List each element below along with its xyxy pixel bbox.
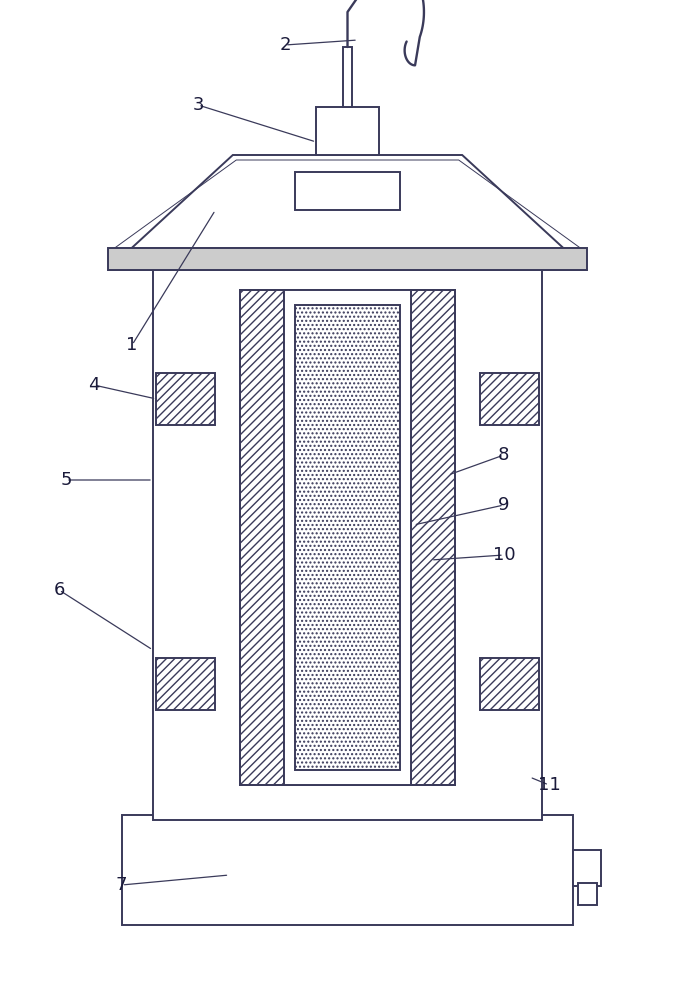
Text: 4: 4 [88,376,99,394]
Text: 2: 2 [279,36,291,54]
Bar [480,658,539,710]
Bar [153,270,542,820]
Text: 5: 5 [60,471,72,489]
Bar [295,172,400,210]
Bar [108,248,587,270]
Text: 9: 9 [498,496,509,514]
Text: 6: 6 [54,581,65,599]
Bar [480,373,539,425]
Bar [240,290,284,785]
Bar [316,107,379,155]
Bar [156,373,215,425]
Bar [284,290,411,785]
Bar [343,47,352,107]
Bar [156,658,215,710]
Text: 1: 1 [126,336,138,354]
Text: 7: 7 [116,876,127,894]
Text: 10: 10 [493,546,515,564]
Bar [295,305,400,770]
Bar [578,883,597,905]
Bar [122,815,573,925]
Bar [411,290,455,785]
Text: 11: 11 [538,776,560,794]
Bar [240,290,455,785]
Bar [573,850,601,886]
Text: 3: 3 [193,96,204,114]
Text: 8: 8 [498,446,509,464]
Polygon shape [108,155,587,270]
